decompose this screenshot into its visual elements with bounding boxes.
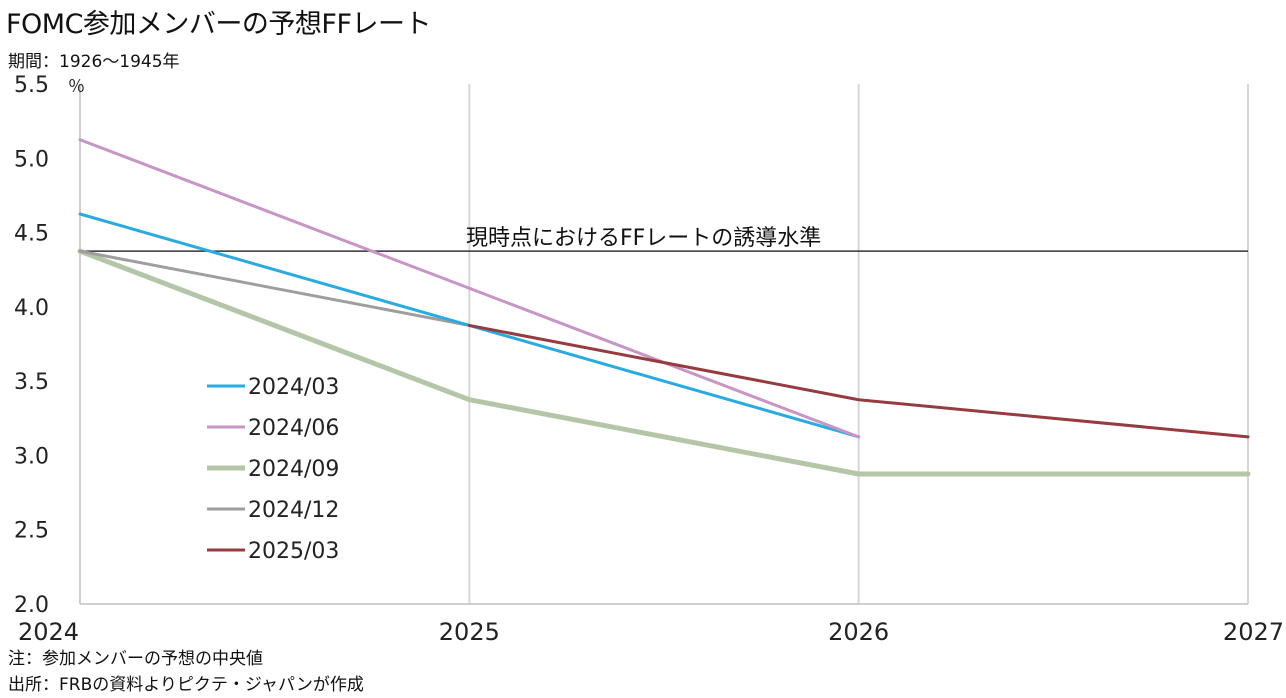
reference-layer: 現時点におけるFFレートの誘導水準	[80, 226, 1248, 252]
x-tick-label: 2025	[439, 618, 500, 646]
series-line-2024-09	[77, 248, 1251, 477]
reference-line-label: 現時点におけるFFレートの誘導水準	[466, 226, 821, 251]
y-tick-label: 4.5	[14, 222, 49, 247]
chart-source: 出所：FRBの資料よりピクテ・ジャパンが作成	[8, 675, 364, 695]
axis-layer: 2.0 2.5 3.0 3.5 4.0 4.5 5.0 5.5 ％ 2024 2025 2026 202…	[14, 73, 1284, 646]
x-tick-label: 2027	[1223, 618, 1284, 646]
y-axis-unit: ％	[68, 77, 85, 97]
legend-label: 2024/03	[248, 375, 339, 400]
y-tick-label: 2.5	[14, 519, 49, 544]
series-line-2024-12	[78, 249, 471, 327]
y-tick-label: 5.0	[14, 147, 49, 172]
series-line-2024-06	[78, 138, 861, 439]
legend: 2024/03 2024/06 2024/09 2024/12 2025/03	[207, 375, 339, 564]
y-tick-label: 4.0	[14, 296, 49, 321]
x-tick-label: 2026	[828, 618, 889, 646]
y-tick-label: 3.5	[14, 370, 49, 395]
legend-label: 2024/09	[248, 457, 339, 482]
legend-label: 2024/06	[248, 416, 339, 441]
y-tick-label: 2.0	[14, 593, 49, 618]
y-tick-label: 5.5	[14, 73, 49, 98]
y-tick-label: 3.0	[14, 444, 49, 469]
series-line-2025-03	[467, 323, 1250, 439]
grid-layer	[468, 84, 1249, 604]
chart-note: 注：参加メンバーの予想の中央値	[8, 649, 263, 669]
chart-title: FOMC参加メンバーの予想FFレート	[6, 9, 432, 40]
series-layer	[77, 138, 1251, 477]
x-tick-label: 2024	[18, 618, 79, 646]
chart-period: 期間：1926～1945年	[8, 52, 180, 72]
legend-label: 2024/12	[248, 498, 339, 523]
legend-label: 2025/03	[248, 539, 339, 564]
